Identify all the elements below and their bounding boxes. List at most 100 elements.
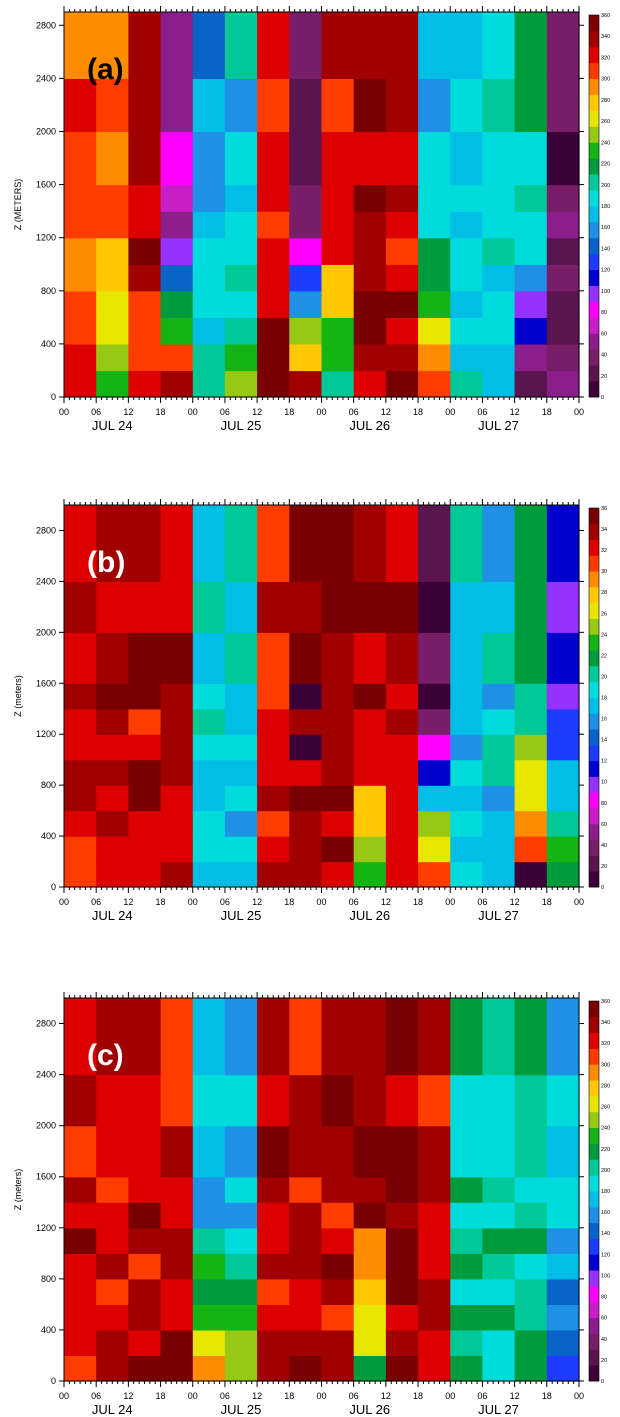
heatmap-cell [514,708,548,735]
heatmap-cell [96,184,129,212]
y-tick-label: 2000 [36,126,56,136]
heatmap-cell [418,861,451,888]
heatmap-cell [160,1355,194,1382]
heatmap-cell [289,1202,323,1229]
heatmap-cell [257,810,290,837]
heatmap-cell [385,1304,419,1331]
heatmap-cell [160,264,194,292]
heatmap-cell [321,1329,355,1356]
x-tick-label: 18 [542,407,552,417]
colorbar-swatch [589,871,599,888]
colorbar-swatch [589,1064,599,1081]
heatmap-cell [96,734,129,761]
colorbar-tick-label: 30 [601,569,607,575]
heatmap-cell [160,759,194,786]
colorbar-tick-label: 80 [601,801,607,807]
heatmap-cell [450,370,484,398]
colorbar-tick-label: 140 [601,1231,610,1237]
heatmap-cell [385,1329,419,1356]
heatmap-cell [418,734,451,761]
x-tick-label: 00 [188,897,198,907]
x-tick-label: 12 [252,407,262,417]
heatmap-cell [353,505,387,582]
colorbar-swatch [589,1127,599,1144]
heatmap-cell [514,1278,548,1305]
colorbar-swatch [589,618,599,635]
colorbar-tick-label: 100 [601,289,610,295]
heatmap-cell [128,1074,162,1127]
heatmap-cell [96,785,129,812]
y-tick-label: 1200 [36,1223,56,1233]
colorbar-swatch [589,1333,599,1350]
colorbar-tick-label: 12 [601,759,607,765]
heatmap-cell [257,131,290,186]
colorbar-swatch [589,1080,599,1097]
heatmap-cell [514,131,548,186]
heatmap-cell [450,1304,484,1331]
heatmap-cell [482,1125,516,1178]
y-tick-label: 800 [41,1274,56,1284]
heatmap-cell [64,683,97,710]
heatmap-cell [289,1125,323,1178]
heatmap-cell [450,131,484,186]
heatmap-cell [289,264,323,292]
colorbar-tick-label: 220 [601,162,610,168]
heatmap-cell [128,1278,162,1305]
x-tick-label: 00 [316,897,326,907]
heatmap-cell [321,343,355,372]
colorbar-swatch [589,602,599,619]
heatmap-cell [128,632,162,684]
heatmap-cell [257,264,290,292]
heatmap-cell [64,211,97,239]
heatmap-cell [289,131,323,186]
y-tick-label: 1200 [36,729,56,739]
heatmap-cell [224,1202,258,1229]
colorbar-swatch [589,237,599,255]
heatmap-cell [224,581,258,633]
colorbar-swatch [589,174,599,191]
colorbar-swatch [589,333,599,350]
heatmap-cell [546,1176,580,1203]
colorbar-swatch [589,62,599,80]
heatmap-cell [450,1355,484,1382]
heatmap-cell [546,759,580,786]
day-label: JUL 27 [478,1402,519,1417]
heatmap-cell [128,317,162,345]
x-tick-label: 06 [349,897,359,907]
colorbar-swatch [589,1286,599,1303]
colorbar-swatch [589,634,599,651]
heatmap-cell [450,211,484,239]
heatmap-cell [418,759,451,786]
colorbar-tick-label: 10 [601,780,607,786]
colorbar-swatch [589,1317,599,1334]
heatmap-cell [96,632,129,684]
heatmap-cell [321,317,355,345]
heatmap-cell [514,810,548,837]
x-tick-label: 06 [91,897,101,907]
heatmap-cell [418,1125,451,1178]
heatmap-cell [192,290,226,318]
heatmap-cell [192,1074,226,1127]
heatmap-cell [289,708,323,735]
heatmap-cell [418,237,451,265]
x-tick-label: 06 [477,897,487,907]
heatmap-cell [224,1304,258,1331]
y-tick-label: 2400 [36,576,56,586]
heatmap-cell [353,581,387,633]
heatmap-cell [450,264,484,292]
heatmap-cell [385,237,419,265]
heatmap-cell [160,1202,194,1229]
colorbar-swatch [589,650,599,667]
heatmap-cell [289,1278,323,1305]
heatmap-cell [418,505,451,582]
x-tick-label: 06 [477,407,487,417]
y-axis-title: Z (meters) [13,1169,23,1211]
heatmap-cell [224,1074,258,1127]
colorbar-swatch [589,15,599,32]
y-tick-label: 0 [51,882,56,892]
colorbar-swatch [589,1032,599,1049]
heatmap-cell [160,131,194,186]
heatmap-cell [385,1202,419,1229]
heatmap-cell [385,12,419,79]
